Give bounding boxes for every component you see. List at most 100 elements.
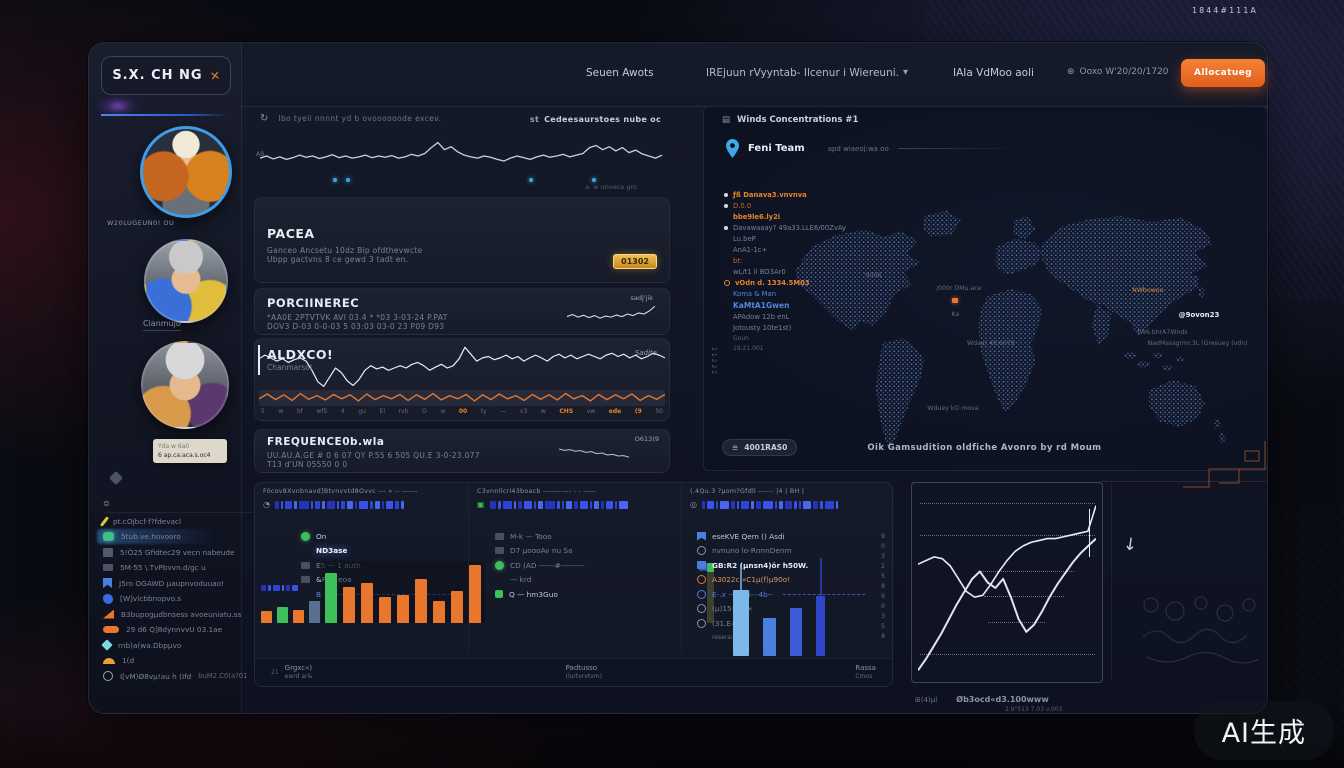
sidebar-menu-item[interactable]: B3bupogµdbnsess avoeuniatu.ss xyxy=(103,608,313,620)
pacea-card[interactable]: PACEA Ganceo Ancsetu 10dz Bip ofdthevwct… xyxy=(254,197,670,283)
legend-label: D.0.0 xyxy=(733,202,752,210)
grid-icon: ▤ xyxy=(722,115,731,125)
wave-tick-label: (9 xyxy=(634,408,642,415)
frequence-card[interactable]: FREQUENCE0b.wla UU.AU.A.GE # 0 6 07 QY P… xyxy=(254,429,670,473)
nav-item-2[interactable]: IREjuun rVyyntab- Ilcenur i Wiereuni. xyxy=(706,67,899,79)
table-row[interactable]: E5 — 1 auth xyxy=(301,560,461,570)
gear-icon[interactable]: ⊜ xyxy=(103,499,110,508)
aldxco-card[interactable]: ALDXCO! Chanmarsol Sadite 5 w bf wf5 4 gu El rv… xyxy=(254,338,670,421)
table-row[interactable]: A3022c «C1µ(f)µ90o! xyxy=(697,575,865,585)
segment-block xyxy=(336,500,339,509)
segment-block xyxy=(537,500,543,509)
table-row[interactable]: — krd xyxy=(495,575,675,585)
nav-item-4[interactable]: ⊕ Ooxo W'20/20/1720 xyxy=(1067,67,1169,77)
app-logo[interactable]: S.X. CH NG ✕ xyxy=(101,56,231,95)
segment-block xyxy=(730,500,735,509)
sidebar-menu-item[interactable]: I[vM)Ø8vµ!au h (Ifd buM2.C0(a?01 xyxy=(103,670,313,682)
table-row[interactable]: ND3ase xyxy=(301,546,461,556)
map-pin-row[interactable]: Feni Team apd wiaeoj:wa oo xyxy=(726,139,1018,158)
column-1-bar-chart xyxy=(321,561,485,623)
table-row-label: M-k — Tooo xyxy=(510,531,552,541)
sidebar-menu-item[interactable]: rnb)a(wa.Dbpµvo xyxy=(101,639,313,651)
none-icon xyxy=(301,594,310,595)
segment-block xyxy=(593,500,599,509)
sidebar-menu-item[interactable]: pt.cOjbcf·f?fdevacl xyxy=(99,515,313,527)
map-legend-item: 19.21.001 xyxy=(724,345,894,352)
map-footer-pill[interactable]: ≡ 4001RAS0 xyxy=(722,439,798,456)
wave-tick-label: w xyxy=(540,408,546,415)
table-row[interactable]: D7 µoooAv nu Sa xyxy=(495,546,675,556)
table-row[interactable]: Q — hm3Guo xyxy=(495,589,675,599)
table-row[interactable]: (µ)15=-6)« xyxy=(697,604,865,614)
ring-icon xyxy=(697,618,706,628)
refresh-icon[interactable]: ↻ xyxy=(260,113,269,124)
table-row[interactable]: CD (AD ------#--------- xyxy=(495,560,675,570)
segment-block xyxy=(374,500,380,509)
legend-bullet xyxy=(724,193,728,197)
table-row[interactable]: GB:R2 (µnsn4)ör h50W. xyxy=(697,560,865,570)
avatar-3[interactable] xyxy=(141,341,229,429)
wave-tick-label: O xyxy=(422,408,427,415)
badge-icon xyxy=(103,532,114,541)
segment-block xyxy=(394,500,399,509)
table-row-label: Q — hm3Guo xyxy=(509,589,558,599)
wave-tick-label: ty xyxy=(480,408,487,415)
sidebar-menu-item[interactable]: 5M·55 \.TvPbvvn.d/gc u xyxy=(103,562,313,574)
segment-block xyxy=(736,500,739,509)
segment-block xyxy=(835,500,838,509)
segment-block xyxy=(573,500,578,509)
table-row[interactable]: (31.E=e « xyxy=(697,618,865,628)
segment-block xyxy=(605,500,613,509)
port-line-1: *AA0E 2PTVTVK AVI 03.4 * *03 3-03-24 P.P… xyxy=(267,313,448,322)
segment-block xyxy=(589,500,592,509)
primary-action-button[interactable]: Allocatueg xyxy=(1181,59,1265,87)
table-row[interactable]: eseKVE Qem () Asdi xyxy=(697,531,865,541)
table-row[interactable]: M-k — Tooo xyxy=(495,531,675,541)
legend-label: Goun xyxy=(733,335,749,342)
sidebar: S.X. CH NG ✕ W20LUGEUN0! OU Clanmujo Yda… xyxy=(89,43,273,713)
port-card[interactable]: PORCIINEREC *AA0E 2PTVTVK AVI 03.4 * *03… xyxy=(254,288,670,335)
sidebar-menu-item[interactable]: J5ro OGAWD µaupnvoduuao! xyxy=(103,577,313,589)
segment-block xyxy=(793,500,797,509)
map-scatter-label: /000r DMu.ace xyxy=(936,284,982,292)
table-row[interactable]: nvnuno lo-RnnnDenm xyxy=(697,546,865,556)
segment-block xyxy=(802,500,811,509)
sq-icon xyxy=(495,590,503,598)
sidebar-menu-item[interactable]: 1(d xyxy=(103,655,313,667)
column-2-vertical-bar xyxy=(707,563,714,623)
segment-block xyxy=(556,500,560,509)
app-window: S.X. CH NG ✕ W20LUGEUN0! OU Clanmujo Yda… xyxy=(88,42,1268,714)
table-row-label: (31.E=e « xyxy=(712,618,749,628)
sidebar-menu-item[interactable]: 5tub.ve.hovooro xyxy=(103,531,313,543)
sidebar-menu-item[interactable]: 29 d6 Q]8dynnvvU 03.1ae xyxy=(103,624,313,636)
nav-item-1[interactable]: Seuen Awots xyxy=(586,67,654,79)
stat-icon: st xyxy=(529,115,540,124)
segment-block xyxy=(561,500,564,509)
segment-block xyxy=(358,500,368,509)
nav-item-3[interactable]: IAIa VdMoo aoli xyxy=(953,67,1034,79)
legend-bullet xyxy=(724,280,730,286)
map-footer-caption: Oik Gamsudition oldfiche Avonro by rd Mo… xyxy=(867,442,1102,453)
tooltip-line-2: 6 ap.ca:aca.s.oc4 xyxy=(158,452,211,459)
wave-tick-label: gu xyxy=(358,408,366,415)
menu-item-label: 5tub.ve.hovooro xyxy=(121,532,181,541)
right-axis-digits: 9 0 3 2 5 8 9 0 3 5 8 xyxy=(881,533,885,640)
legend-label: Lu.beP xyxy=(733,235,756,243)
pacea-value-badge[interactable]: 01302 xyxy=(613,254,657,269)
map-header-title: Winds Concentrations #1 xyxy=(737,115,859,125)
avatar-2[interactable] xyxy=(144,239,228,323)
sidebar-menu-item[interactable]: 5!Ö25 Gfidtec29 vecn nabeude xyxy=(103,546,313,558)
map-header: ▤ Winds Concentrations #1 xyxy=(722,115,858,125)
overview-title: Ibo tyeli nnnnt yd b ovoooooode excev. xyxy=(278,114,442,123)
menu-item-label: I[vM)Ø8vµ!au h (Ifd xyxy=(120,671,192,681)
table-row[interactable]: On xyxy=(301,531,461,541)
pencil-icon xyxy=(99,515,110,527)
segment-block xyxy=(824,500,834,509)
chevron-down-icon[interactable]: ▾ xyxy=(903,67,909,78)
table-row[interactable]: B xyxy=(301,589,461,599)
sidebar-menu-item[interactable]: [W]vlcbbnopvo.s xyxy=(103,593,313,605)
footer-lines: Padtusso (lurtvrvtvm) xyxy=(566,664,602,680)
table-row[interactable]: reserai (W xyxy=(697,633,865,643)
avatar-1[interactable] xyxy=(140,126,232,218)
map-legend-item: bbe9le6.ly2i xyxy=(724,213,894,221)
